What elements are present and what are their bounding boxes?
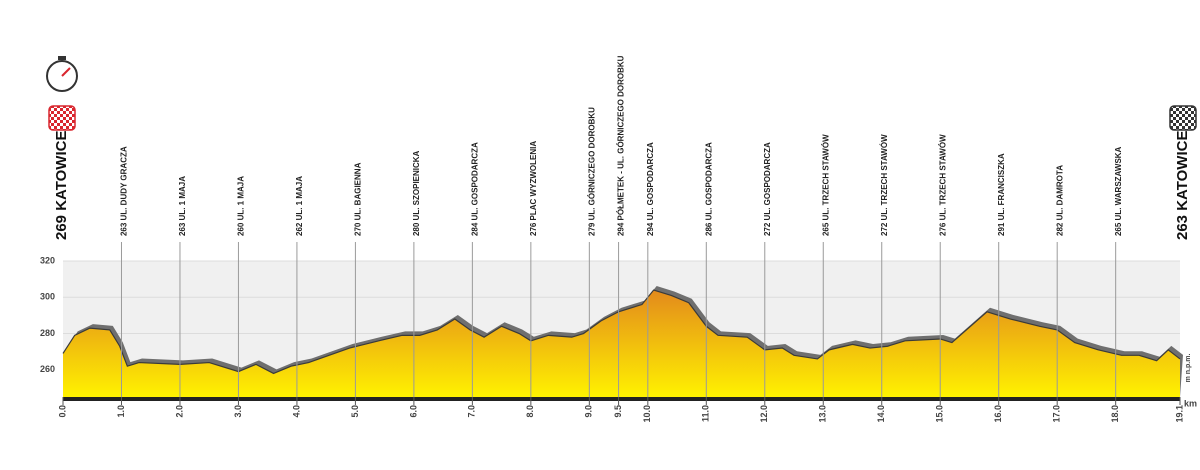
waypoint-label: 265 UL. TRZECH STAWÓW — [821, 134, 830, 236]
x-tick-label: 12.0 — [759, 405, 769, 423]
x-tick-label: 19.1 — [1174, 405, 1184, 423]
waypoint-label: 294 PÓŁMETEK - UL. GÓRNICZEGO DOROBKU — [617, 55, 626, 236]
waypoint-label: 276 UL. TRZECH STAWÓW — [938, 134, 947, 236]
x-tick-label: 11.0 — [701, 405, 711, 422]
x-tick-label: 18.0 — [1110, 405, 1120, 423]
x-tick-label: 8.0 — [525, 405, 535, 418]
x-tick-label: 6.0 — [408, 405, 418, 418]
x-tick-label: 7.0 — [467, 405, 477, 418]
finish-flag-icon — [1169, 105, 1197, 131]
x-tick-label: 13.0 — [818, 405, 828, 423]
waypoint-label: 265 UL. WARSZAWSKA — [1114, 146, 1123, 236]
y-tick-label: 300 — [40, 292, 55, 302]
waypoint-label: 270 UL. BAGIENNA — [354, 162, 363, 236]
x-tick-label: 15.0 — [935, 405, 945, 423]
y-tick-label: 280 — [40, 328, 55, 338]
x-tick-label: 9.0 — [584, 405, 594, 418]
x-tick-label: 16.0 — [993, 405, 1003, 423]
waypoint-label: 262 UL. 1 MAJA — [295, 176, 304, 236]
waypoint-label: 263 UL. 1 MAJA — [178, 176, 187, 236]
x-tick-label: 10.0 — [642, 405, 652, 423]
x-tick-label: 9.5 — [613, 405, 623, 418]
y-unit: m n.p.m. — [1185, 354, 1192, 383]
x-tick-label: 0.0 — [57, 405, 67, 418]
start-flag-icon — [48, 105, 76, 131]
start-label: 269 KATOWICE — [53, 131, 70, 240]
waypoint-label: 263 UL. DUDY GRACZA — [120, 146, 129, 236]
x-tick-label: 3.0 — [233, 405, 243, 418]
x-tick-label: 1.0 — [116, 405, 126, 418]
waypoint-label: 286 UL. GOSPODARCZA — [704, 142, 713, 236]
x-axis-bar — [63, 397, 1180, 401]
end-label: 263 KATOWICE — [1174, 131, 1191, 240]
stopwatch-icon — [46, 56, 78, 92]
waypoint-label: 282 UL. DAMROTA — [1055, 165, 1064, 236]
waypoint-label: 291 UL. FRANCISZKA — [997, 153, 1006, 236]
waypoint-label: 279 UL. GÓRNICZEGO DOROBKU — [587, 107, 596, 236]
y-tick-label: 320 — [40, 255, 55, 265]
x-tick-label: 17.0 — [1052, 405, 1062, 423]
waypoint-label: 294 UL. GOSPODARCZA — [646, 142, 655, 236]
waypoint-label: 284 UL. GOSPODARCZA — [470, 142, 479, 236]
waypoint-label: 280 UL. SZOPIENICKA — [412, 150, 421, 236]
waypoint-label: 272 UL. TRZECH STAWÓW — [880, 134, 889, 236]
x-tick-label: 2.0 — [174, 405, 184, 418]
waypoint-label: 276 PLAC WYZWOLENIA — [529, 141, 538, 236]
x-tick-label: 5.0 — [350, 405, 360, 418]
waypoint-label: 260 UL. 1 MAJA — [237, 176, 246, 236]
elevation-area — [63, 290, 1180, 397]
y-tick-label: 260 — [40, 364, 55, 374]
x-tick-label: 14.0 — [876, 405, 886, 423]
x-unit: km — [1184, 398, 1197, 408]
x-tick-label: 4.0 — [291, 405, 301, 418]
waypoint-label: 272 UL. GOSPODARCZA — [763, 142, 772, 236]
